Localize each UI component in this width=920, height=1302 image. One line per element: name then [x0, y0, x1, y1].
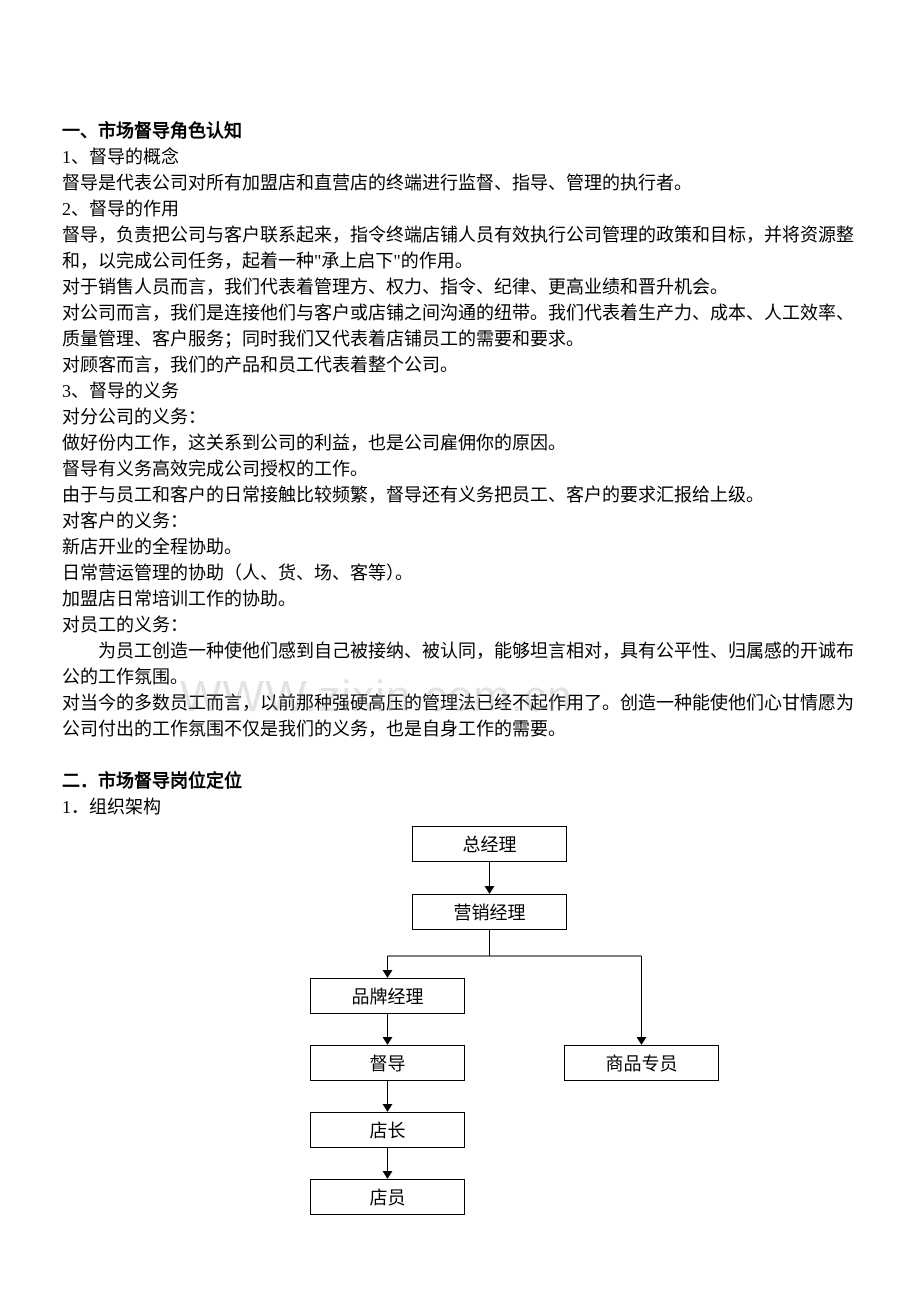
para-1-16: 加盟店日常培训工作的协助。	[62, 586, 858, 612]
para-1-19: 对当今的多数员工而言，以前那种强硬高压的管理法已经不起作用了。创造一种能使他们心…	[62, 690, 858, 742]
para-1-10: 做好份内工作，这关系到公司的利益，也是公司雇佣你的原因。	[62, 430, 858, 456]
org-node-n2: 营销经理	[412, 894, 567, 930]
para-1-3: 2、督导的作用	[62, 196, 858, 222]
para-1-2: 督导是代表公司对所有加盟店和直营店的终端进行监督、指导、管理的执行者。	[62, 170, 858, 196]
org-node-n6: 店长	[310, 1112, 465, 1148]
para-1-7: 对顾客而言，我们的产品和员工代表着整个公司。	[62, 352, 858, 378]
para-1-14: 新店开业的全程协助。	[62, 534, 858, 560]
para-1-12: 由于与员工和客户的日常接触比较频繁，督导还有义务把员工、客户的要求汇报给上级。	[62, 482, 858, 508]
para-1-13: 对客户的义务：	[62, 508, 858, 534]
org-chart: 总经理营销经理品牌经理督导 商品专员店长店员	[62, 826, 858, 1226]
org-node-n3: 品牌经理	[310, 978, 465, 1014]
para-2-1: 1．组织架构	[62, 794, 858, 820]
org-node-n1: 总经理	[412, 826, 567, 862]
para-1-9: 对分公司的义务：	[62, 404, 858, 430]
para-1-17: 对员工的义务：	[62, 612, 858, 638]
document-page: 一、市场督导角色认知 1、督导的概念 督导是代表公司对所有加盟店和直营店的终端进…	[0, 0, 920, 1266]
para-1-6: 对公司而言，我们是连接他们与客户或店铺之间沟通的纽带。我们代表着生产力、成本、人…	[62, 300, 858, 352]
section2-heading: 二．市场督导岗位定位	[62, 768, 858, 794]
org-chart-lines	[62, 826, 858, 1226]
para-1-15: 日常营运管理的协助（人、货、场、客等）。	[62, 560, 858, 586]
org-node-n4: 督导	[310, 1045, 465, 1081]
org-node-n5: 商品专员	[564, 1045, 719, 1081]
para-1-1: 1、督导的概念	[62, 144, 858, 170]
para-1-18: 为员工创造一种使他们感到自己被接纳、被认同，能够坦言相对，具有公平性、归属感的开…	[62, 638, 858, 690]
org-node-n7: 店员	[310, 1179, 465, 1215]
para-1-11: 督导有义务高效完成公司授权的工作。	[62, 456, 858, 482]
para-1-5: 对于销售人员而言，我们代表着管理方、权力、指令、纪律、更高业绩和晋升机会。	[62, 274, 858, 300]
section1-heading: 一、市场督导角色认知	[62, 118, 858, 144]
para-1-8: 3、督导的义务	[62, 378, 858, 404]
para-1-4: 督导，负责把公司与客户联系起来，指令终端店铺人员有效执行公司管理的政策和目标，并…	[62, 222, 858, 274]
